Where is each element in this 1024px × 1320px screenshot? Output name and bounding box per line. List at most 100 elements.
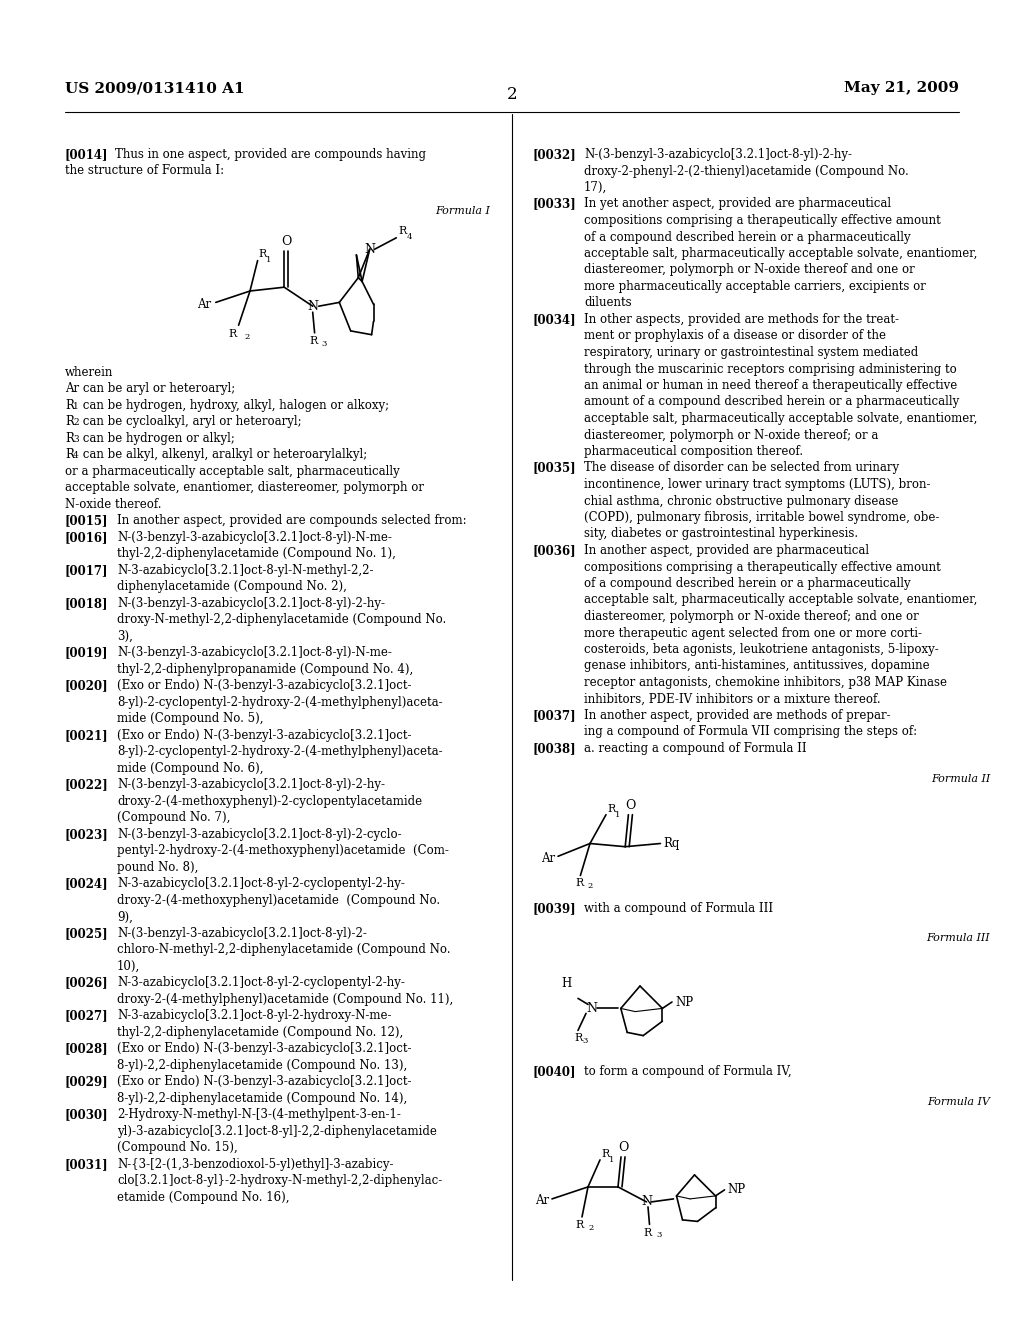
Text: can be hydrogen, hydroxy, alkyl, halogen or alkoxy;: can be hydrogen, hydroxy, alkyl, halogen… <box>79 399 389 412</box>
Text: compositions comprising a therapeutically effective amount: compositions comprising a therapeuticall… <box>584 214 941 227</box>
Text: to form a compound of Formula IV,: to form a compound of Formula IV, <box>584 1065 792 1078</box>
Text: R: R <box>228 329 237 339</box>
Text: N-(3-benzyl-3-azabicyclo[3.2.1]oct-8-yl)-2-: N-(3-benzyl-3-azabicyclo[3.2.1]oct-8-yl)… <box>117 927 367 940</box>
Text: diastereomer, polymorph or N-oxide thereof; and one or: diastereomer, polymorph or N-oxide there… <box>584 610 919 623</box>
Text: [0019]: [0019] <box>65 647 109 659</box>
Text: [0024]: [0024] <box>65 878 109 890</box>
Text: can be hydrogen or alkyl;: can be hydrogen or alkyl; <box>79 432 234 445</box>
Text: Formula II: Formula II <box>931 774 990 784</box>
Text: N-3-azabicyclo[3.2.1]oct-8-yl-N-methyl-2,2-: N-3-azabicyclo[3.2.1]oct-8-yl-N-methyl-2… <box>117 564 374 577</box>
Text: [0015]: [0015] <box>65 515 109 527</box>
Text: diphenylacetamide (Compound No. 2),: diphenylacetamide (Compound No. 2), <box>117 581 347 593</box>
Text: N-3-azabicyclo[3.2.1]oct-8-yl-2-cyclopentyl-2-hy-: N-3-azabicyclo[3.2.1]oct-8-yl-2-cyclopen… <box>117 977 404 989</box>
Text: [0036]: [0036] <box>532 544 575 557</box>
Text: 3: 3 <box>322 339 327 347</box>
Text: NP: NP <box>675 995 693 1008</box>
Text: or a pharmaceutically acceptable salt, pharmaceutically: or a pharmaceutically acceptable salt, p… <box>65 465 399 478</box>
Text: 8-yl)-2,2-diphenylacetamide (Compound No. 13),: 8-yl)-2,2-diphenylacetamide (Compound No… <box>117 1059 408 1072</box>
Text: droxy-2-phenyl-2-(2-thienyl)acetamide (Compound No.: droxy-2-phenyl-2-(2-thienyl)acetamide (C… <box>584 165 908 177</box>
Text: acceptable salt, pharmaceutically acceptable solvate, enantiomer,: acceptable salt, pharmaceutically accept… <box>584 247 977 260</box>
Text: 2: 2 <box>588 1224 593 1232</box>
Text: N-(3-benzyl-3-azabicyclo[3.2.1]oct-8-yl)-2-hy-: N-(3-benzyl-3-azabicyclo[3.2.1]oct-8-yl)… <box>117 779 385 791</box>
Text: N: N <box>587 1002 597 1015</box>
Text: [0035]: [0035] <box>532 462 575 474</box>
Text: R: R <box>65 399 74 412</box>
Text: 8-yl)-2-cyclopentyl-2-hydroxy-2-(4-methylphenyl)aceta-: 8-yl)-2-cyclopentyl-2-hydroxy-2-(4-methy… <box>117 696 442 709</box>
Text: yl)-3-azabicyclo[3.2.1]oct-8-yl]-2,2-diphenylacetamide: yl)-3-azabicyclo[3.2.1]oct-8-yl]-2,2-dip… <box>117 1125 437 1138</box>
Text: N-3-azabicyclo[3.2.1]oct-8-yl-2-cyclopentyl-2-hy-: N-3-azabicyclo[3.2.1]oct-8-yl-2-cyclopen… <box>117 878 404 890</box>
Text: [0017]: [0017] <box>65 564 109 577</box>
Text: Ar: Ar <box>535 1195 549 1208</box>
Text: 3: 3 <box>656 1232 662 1239</box>
Text: (COPD), pulmonary fibrosis, irritable bowel syndrome, obe-: (COPD), pulmonary fibrosis, irritable bo… <box>584 511 939 524</box>
Text: R: R <box>601 1148 609 1159</box>
Text: 1: 1 <box>73 401 79 411</box>
Text: diastereomer, polymorph or N-oxide thereof and one or: diastereomer, polymorph or N-oxide there… <box>584 264 914 276</box>
Text: incontinence, lower urinary tract symptoms (LUTS), bron-: incontinence, lower urinary tract sympto… <box>584 478 931 491</box>
Text: [0040]: [0040] <box>532 1065 575 1078</box>
Text: 3: 3 <box>73 434 79 444</box>
Text: pentyl-2-hydroxy-2-(4-methoxyphenyl)acetamide  (Com-: pentyl-2-hydroxy-2-(4-methoxyphenyl)acet… <box>117 845 449 857</box>
Text: R: R <box>65 449 74 461</box>
Text: (Exo or Endo) N-(3-benzyl-3-azabicyclo[3.2.1]oct-: (Exo or Endo) N-(3-benzyl-3-azabicyclo[3… <box>117 1043 412 1055</box>
Text: N-{3-[2-(1,3-benzodioxol-5-yl)ethyl]-3-azabicy-: N-{3-[2-(1,3-benzodioxol-5-yl)ethyl]-3-a… <box>117 1158 393 1171</box>
Text: Ar can be aryl or heteroaryl;: Ar can be aryl or heteroaryl; <box>65 383 236 395</box>
Text: N: N <box>365 243 375 256</box>
Text: wherein: wherein <box>65 366 114 379</box>
Text: NP: NP <box>727 1184 745 1196</box>
Text: 4: 4 <box>73 451 79 461</box>
Text: [0032]: [0032] <box>532 148 575 161</box>
Text: May 21, 2009: May 21, 2009 <box>844 81 959 95</box>
Text: [0022]: [0022] <box>65 779 109 791</box>
Text: can be alkyl, alkenyl, aralkyl or heteroarylalkyl;: can be alkyl, alkenyl, aralkyl or hetero… <box>79 449 368 461</box>
Text: etamide (Compound No. 16),: etamide (Compound No. 16), <box>117 1191 290 1204</box>
Text: 8-yl)-2-cyclopentyl-2-hydroxy-2-(4-methylphenyl)aceta-: 8-yl)-2-cyclopentyl-2-hydroxy-2-(4-methy… <box>117 746 442 758</box>
Text: [0021]: [0021] <box>65 729 109 742</box>
Text: [0030]: [0030] <box>65 1109 109 1121</box>
Text: a. reacting a compound of Formula II: a. reacting a compound of Formula II <box>584 742 807 755</box>
Text: (Exo or Endo) N-(3-benzyl-3-azabicyclo[3.2.1]oct-: (Exo or Endo) N-(3-benzyl-3-azabicyclo[3… <box>117 729 412 742</box>
Text: R: R <box>65 416 74 428</box>
Text: Formula IV: Formula IV <box>927 1097 990 1107</box>
Text: [0023]: [0023] <box>65 828 109 841</box>
Text: 2-Hydroxy-N-methyl-N-[3-(4-methylpent-3-en-1-: 2-Hydroxy-N-methyl-N-[3-(4-methylpent-3-… <box>117 1109 400 1121</box>
Text: Ar: Ar <box>541 851 555 865</box>
Text: R: R <box>575 879 584 888</box>
Text: [0027]: [0027] <box>65 1010 109 1022</box>
Text: 3),: 3), <box>117 630 133 643</box>
Text: In other aspects, provided are methods for the treat-: In other aspects, provided are methods f… <box>584 313 899 326</box>
Text: [0033]: [0033] <box>532 198 575 210</box>
Text: ment or prophylaxis of a disease or disorder of the: ment or prophylaxis of a disease or diso… <box>584 330 886 342</box>
Text: of a compound described herein or a pharmaceutically: of a compound described herein or a phar… <box>584 577 910 590</box>
Text: In another aspect, provided are compounds selected from:: In another aspect, provided are compound… <box>117 515 467 527</box>
Text: Ar: Ar <box>197 298 211 312</box>
Text: R: R <box>65 432 74 445</box>
Text: R: R <box>574 1034 583 1043</box>
Text: 2: 2 <box>588 883 593 891</box>
Text: 8-yl)-2,2-diphenylacetamide (Compound No. 14),: 8-yl)-2,2-diphenylacetamide (Compound No… <box>117 1092 408 1105</box>
Text: 17),: 17), <box>584 181 607 194</box>
Text: ing a compound of Formula VII comprising the steps of:: ing a compound of Formula VII comprising… <box>584 726 918 738</box>
Text: N-(3-benzyl-3-azabicyclo[3.2.1]oct-8-yl)-N-me-: N-(3-benzyl-3-azabicyclo[3.2.1]oct-8-yl)… <box>117 647 392 659</box>
Text: of a compound described herein or a pharmaceutically: of a compound described herein or a phar… <box>584 231 910 243</box>
Text: [0037]: [0037] <box>532 709 575 722</box>
Text: an animal or human in need thereof a therapeutically effective: an animal or human in need thereof a the… <box>584 379 957 392</box>
Text: (Compound No. 7),: (Compound No. 7), <box>117 812 230 824</box>
Text: (Compound No. 15),: (Compound No. 15), <box>117 1142 238 1154</box>
Text: [0034]: [0034] <box>532 313 575 326</box>
Text: through the muscarinic receptors comprising administering to: through the muscarinic receptors compris… <box>584 363 956 375</box>
Text: pound No. 8),: pound No. 8), <box>117 861 199 874</box>
Text: chial asthma, chronic obstructive pulmonary disease: chial asthma, chronic obstructive pulmon… <box>584 495 898 507</box>
Text: acceptable salt, pharmaceutically acceptable solvate, enantiomer,: acceptable salt, pharmaceutically accept… <box>584 412 977 425</box>
Text: In yet another aspect, provided are pharmaceutical: In yet another aspect, provided are phar… <box>584 198 891 210</box>
Text: N-oxide thereof.: N-oxide thereof. <box>65 498 162 511</box>
Text: Thus in one aspect, provided are compounds having: Thus in one aspect, provided are compoun… <box>115 148 426 161</box>
Text: mide (Compound No. 5),: mide (Compound No. 5), <box>117 713 263 725</box>
Text: In another aspect, provided are methods of prepar-: In another aspect, provided are methods … <box>584 709 891 722</box>
Text: 1: 1 <box>265 256 271 264</box>
Text: Formula I: Formula I <box>435 206 490 216</box>
Text: pharmaceutical composition thereof.: pharmaceutical composition thereof. <box>584 445 803 458</box>
Text: 9),: 9), <box>117 911 133 923</box>
Text: mide (Compound No. 6),: mide (Compound No. 6), <box>117 762 263 775</box>
Text: chloro-N-methyl-2,2-diphenylacetamide (Compound No.: chloro-N-methyl-2,2-diphenylacetamide (C… <box>117 944 451 956</box>
